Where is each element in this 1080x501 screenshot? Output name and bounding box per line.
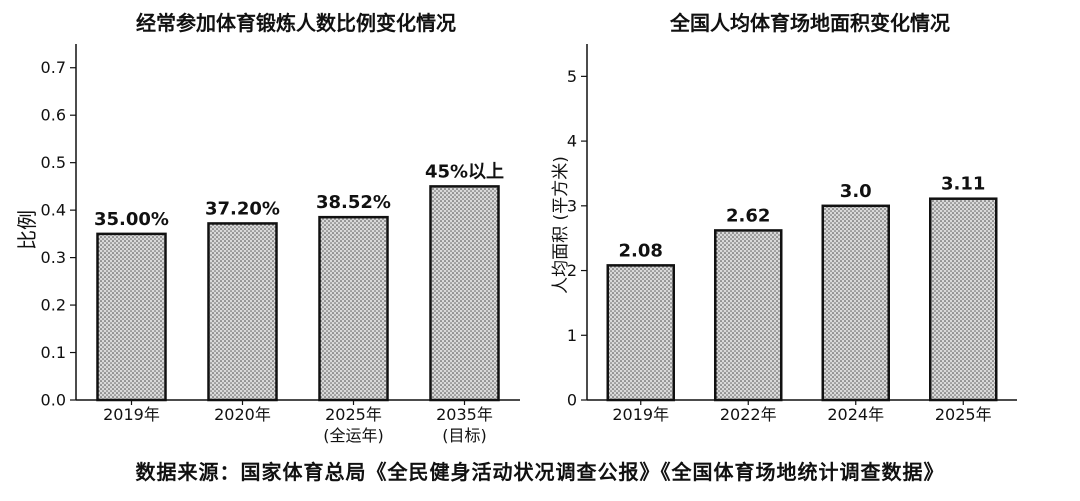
x-tick-label: 2022年 — [720, 405, 777, 424]
source-caption: 数据来源：国家体育总局《全民健身活动状况调查公报》《全国体育场地统计调查数据》 — [135, 460, 945, 484]
x-tick-label: 2024年 — [827, 405, 884, 424]
y-axis-label: 人均面积 (平方米) — [551, 156, 571, 294]
x-tick-label: (目标) — [442, 426, 487, 445]
chart-title: 全国人均体育场地面积变化情况 — [669, 11, 950, 35]
bar — [318, 215, 389, 402]
y-tick-label: 0.1 — [41, 343, 66, 362]
bar — [929, 197, 998, 402]
bar-value-label: 3.0 — [840, 181, 872, 202]
bar-value-label: 2.62 — [726, 205, 770, 226]
y-tick-label: 4 — [567, 132, 577, 151]
bar-value-label: 3.11 — [941, 174, 985, 195]
x-tick-label: 2025年 — [935, 405, 992, 424]
y-tick-label: 0.7 — [41, 58, 66, 77]
bar — [714, 229, 783, 402]
y-axis-label: 比例 — [15, 210, 39, 250]
y-tick-label: 2 — [567, 261, 577, 280]
y-tick-label: 0.3 — [41, 248, 66, 267]
bar — [429, 185, 500, 402]
bar — [606, 264, 675, 402]
x-tick-label: (全运年) — [323, 426, 384, 445]
bar — [207, 222, 278, 402]
y-tick-label: 0 — [567, 391, 577, 410]
bar-value-label: 35.00% — [94, 209, 169, 230]
bar-value-label: 38.52% — [316, 192, 391, 213]
chart-title: 经常参加体育锻炼人数比例变化情况 — [136, 11, 456, 35]
x-tick-label: 2020年 — [214, 405, 271, 424]
y-tick-label: 5 — [567, 67, 577, 86]
y-tick-label: 0.5 — [41, 153, 66, 172]
x-tick-label: 2019年 — [612, 405, 669, 424]
x-tick-label: 2025年 — [325, 405, 382, 424]
bar-value-label: 37.20% — [205, 198, 280, 219]
bar-value-label: 45%以上 — [425, 161, 504, 182]
x-tick-label: 2019年 — [103, 405, 160, 424]
y-tick-label: 0.0 — [41, 391, 66, 410]
bar — [821, 204, 890, 402]
bar-value-label: 2.08 — [619, 240, 663, 261]
bar — [96, 232, 167, 402]
y-tick-label: 0.2 — [41, 296, 66, 315]
y-tick-label: 3 — [567, 196, 577, 215]
y-tick-label: 0.6 — [41, 106, 66, 125]
x-tick-label: 2035年 — [436, 405, 493, 424]
y-tick-label: 1 — [567, 326, 577, 345]
y-tick-label: 0.4 — [41, 201, 66, 220]
